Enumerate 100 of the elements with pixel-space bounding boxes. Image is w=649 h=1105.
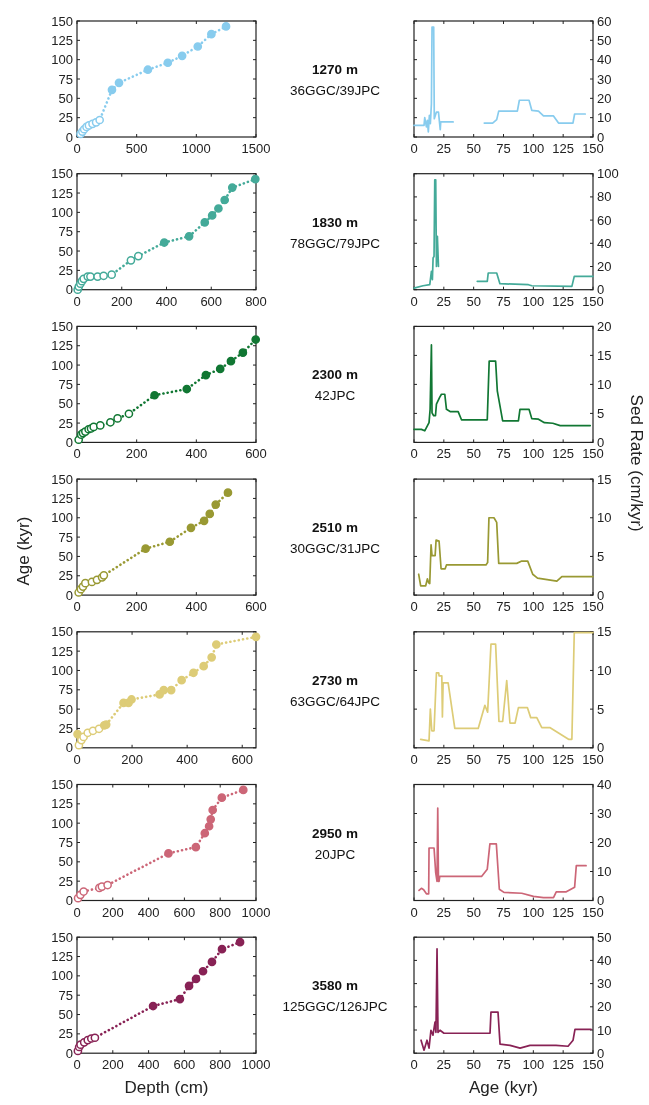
y-tick-label: 50 xyxy=(58,548,73,564)
x-tick-label: 800 xyxy=(209,1057,232,1073)
x-tick-label: 200 xyxy=(110,293,133,309)
y2-tick-label: 20 xyxy=(597,318,612,334)
y2-tick-label: 15 xyxy=(597,471,612,487)
x-tick-label: 75 xyxy=(496,1057,511,1073)
y-tick-label: 150 xyxy=(51,318,73,334)
x-tick-label: 200 xyxy=(125,599,148,615)
x-tick-label: 100 xyxy=(522,1057,545,1073)
y2-tick-label: 5 xyxy=(597,701,605,717)
y2-tick-label: 50 xyxy=(597,32,612,48)
y-tick-label: 50 xyxy=(58,1007,73,1023)
x-tick-label: 50 xyxy=(466,1057,481,1073)
x-tick-label: 200 xyxy=(121,751,143,767)
x-tick-label: 400 xyxy=(185,446,208,462)
y-tick-label: 100 xyxy=(51,204,73,220)
x-tick-label: 600 xyxy=(200,293,223,309)
x-tick-label: 500 xyxy=(125,141,148,156)
y2-tick-label: 60 xyxy=(597,212,612,228)
y2-tick-label: 30 xyxy=(597,806,612,821)
y-tick-label: 100 xyxy=(51,815,73,831)
x-tick-label: 75 xyxy=(496,293,511,309)
y-tick-label: 150 xyxy=(51,166,73,182)
y2-tick-label: 20 xyxy=(597,90,612,106)
text: 1270 m xyxy=(312,62,358,77)
y-tick-label: 75 xyxy=(58,682,73,698)
x-tick-label: 600 xyxy=(245,446,267,462)
x-axis-title: Age (kyr) xyxy=(469,1078,538,1098)
y-tick-label: 25 xyxy=(58,110,73,126)
y2-tick-label: 80 xyxy=(597,189,612,205)
y-tick-label: 125 xyxy=(51,490,73,506)
x-tick-label: 50 xyxy=(466,141,481,156)
y-tick-label: 150 xyxy=(51,13,73,29)
x-tick-label: 75 xyxy=(496,141,511,156)
x-tick-label: 0 xyxy=(410,293,418,309)
y2-tick-label: 10 xyxy=(597,864,612,879)
y2-tick-label: 60 xyxy=(597,13,612,29)
y2-tick-label: 5 xyxy=(597,405,605,421)
x-tick-label: 600 xyxy=(173,1057,196,1073)
y-tick-label: 0 xyxy=(65,129,73,145)
y-tick-label: 125 xyxy=(51,949,73,965)
y-tick-label: 125 xyxy=(51,338,73,354)
y-tick-label: 125 xyxy=(51,643,73,659)
x-tick-label: 25 xyxy=(436,904,452,920)
x-tick-label: 400 xyxy=(176,751,199,767)
y2-axis-title: Sed Rate (cm/kyr) xyxy=(627,394,646,532)
text: 30GGC/31JPC xyxy=(289,541,381,557)
y2-tick-label: 20 xyxy=(597,259,612,274)
x-tick-label: 125 xyxy=(552,446,575,462)
y-tick-label: 75 xyxy=(58,224,73,240)
y-tick-label: 25 xyxy=(58,1026,73,1042)
x-tick-label: 200 xyxy=(101,1057,124,1073)
y-tick-label: 0 xyxy=(65,587,73,603)
y2-tick-label: 30 xyxy=(597,71,612,87)
y-tick-label: 50 xyxy=(58,701,73,717)
x-tick-label: 125 xyxy=(552,599,575,615)
x-tick-label: 25 xyxy=(436,1057,452,1073)
x-tick-label: 0 xyxy=(410,1057,418,1073)
x-tick-label: 800 xyxy=(209,904,232,920)
x-tick-label: 400 xyxy=(137,904,160,920)
y-tick-label: 150 xyxy=(51,777,73,792)
y2-tick-label: 5 xyxy=(597,548,605,564)
y-tick-label: 125 xyxy=(51,796,73,812)
y-tick-label: 125 xyxy=(51,32,73,48)
x-tick-label: 400 xyxy=(155,293,178,309)
x-tick-label: 600 xyxy=(173,904,196,920)
y-tick-label: 0 xyxy=(65,893,73,908)
y-tick-label: 50 xyxy=(58,243,73,259)
y-tick-label: 150 xyxy=(51,624,73,640)
text: 1830 m xyxy=(312,214,358,230)
x-tick-label: 25 xyxy=(436,751,452,767)
y2-tick-label: 50 xyxy=(597,929,612,945)
x-tick-label: 100 xyxy=(522,446,545,462)
y2-tick-label: 10 xyxy=(597,662,612,678)
y-tick-label: 0 xyxy=(65,282,73,298)
y2-tick-label: 20 xyxy=(597,835,612,850)
x-tick-label: 125 xyxy=(552,293,575,309)
x-tick-label: 1500 xyxy=(241,141,271,156)
x-tick-label: 200 xyxy=(125,446,148,462)
x-tick-label: 75 xyxy=(496,904,511,920)
x-tick-label: 0 xyxy=(410,446,418,462)
y-tick-label: 100 xyxy=(51,52,73,68)
x-tick-label: 125 xyxy=(552,141,575,156)
x-tick-label: 100 xyxy=(522,293,545,309)
x-tick-label: 100 xyxy=(522,599,545,615)
y-tick-label: 0 xyxy=(65,740,73,756)
y2-tick-label: 10 xyxy=(597,1022,612,1038)
y2-tick-label: 40 xyxy=(597,235,612,251)
y-tick-label: 75 xyxy=(58,376,73,392)
x-tick-label: 1000 xyxy=(181,141,211,156)
x-tick-label: 0 xyxy=(410,599,418,615)
y-tick-label: 125 xyxy=(51,185,73,201)
y-tick-label: 50 xyxy=(58,396,73,412)
y-tick-label: 75 xyxy=(58,835,73,850)
text: 2300 m xyxy=(312,367,358,383)
y-tick-label: 100 xyxy=(51,968,73,984)
x-tick-label: 400 xyxy=(185,599,208,615)
x-tick-label: 25 xyxy=(436,446,452,462)
y2-tick-label: 40 xyxy=(597,952,612,968)
x-tick-label: 0 xyxy=(410,751,418,767)
